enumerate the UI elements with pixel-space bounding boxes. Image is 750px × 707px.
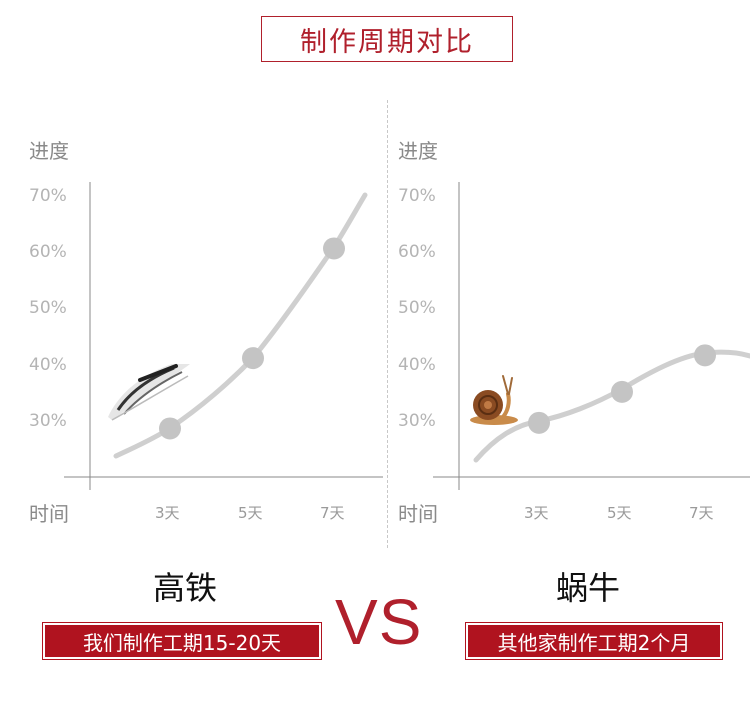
left-point-5 xyxy=(242,347,264,370)
right-tagline: 其他家制作工期2个月 xyxy=(465,622,723,660)
right-subject-name: 蜗牛 xyxy=(555,569,620,607)
center-divider xyxy=(387,100,388,548)
left-tagline: 我们制作工期15-20天 xyxy=(42,622,322,660)
left-point-7 xyxy=(323,237,345,260)
left-curve xyxy=(113,192,368,459)
left-ytick-70: 70% xyxy=(29,186,67,206)
snail-icon xyxy=(470,375,518,425)
right-curve xyxy=(473,349,750,463)
right-point-3 xyxy=(528,411,550,434)
left-ytick-60: 60% xyxy=(29,242,67,262)
chart-right: 进度 70% 60% 50% 40% 30% 时间 3天 5天 7天 xyxy=(398,139,750,526)
right-ytick-60: 60% xyxy=(398,242,436,262)
page-title: 制作周期对比 xyxy=(261,16,513,62)
right-xtick-5: 5天 xyxy=(607,504,632,522)
left-xtick-5: 5天 xyxy=(238,504,263,522)
right-xtick-7: 7天 xyxy=(689,504,714,522)
chart-left: 进度 70% 60% 50% 40% 30% 时间 3天 5天 7天 xyxy=(29,139,383,526)
right-point-5 xyxy=(611,380,633,403)
left-xtick-7: 7天 xyxy=(320,504,345,522)
right-ytick-70: 70% xyxy=(398,186,436,206)
vs-label: VS xyxy=(335,586,423,658)
left-y-axis-label: 进度 xyxy=(29,139,69,163)
right-point-7 xyxy=(694,344,716,367)
left-subject-name: 高铁 xyxy=(152,569,217,607)
right-ytick-50: 50% xyxy=(398,298,436,318)
left-ytick-30: 30% xyxy=(29,411,67,431)
right-xtick-3: 3天 xyxy=(524,504,549,522)
left-ytick-50: 50% xyxy=(29,298,67,318)
right-y-axis-label: 进度 xyxy=(398,139,438,163)
right-ytick-40: 40% xyxy=(398,355,436,375)
left-ytick-40: 40% xyxy=(29,355,67,375)
left-x-axis-label: 时间 xyxy=(29,502,69,526)
comparison-charts: 进度 70% 60% 50% 40% 30% 时间 3天 5天 7天 进度 70… xyxy=(29,139,750,526)
right-x-axis-label: 时间 xyxy=(398,502,438,526)
left-point-3 xyxy=(159,417,181,440)
left-xtick-3: 3天 xyxy=(155,504,180,522)
high-speed-train-icon xyxy=(108,364,190,421)
right-ytick-30: 30% xyxy=(398,411,436,431)
